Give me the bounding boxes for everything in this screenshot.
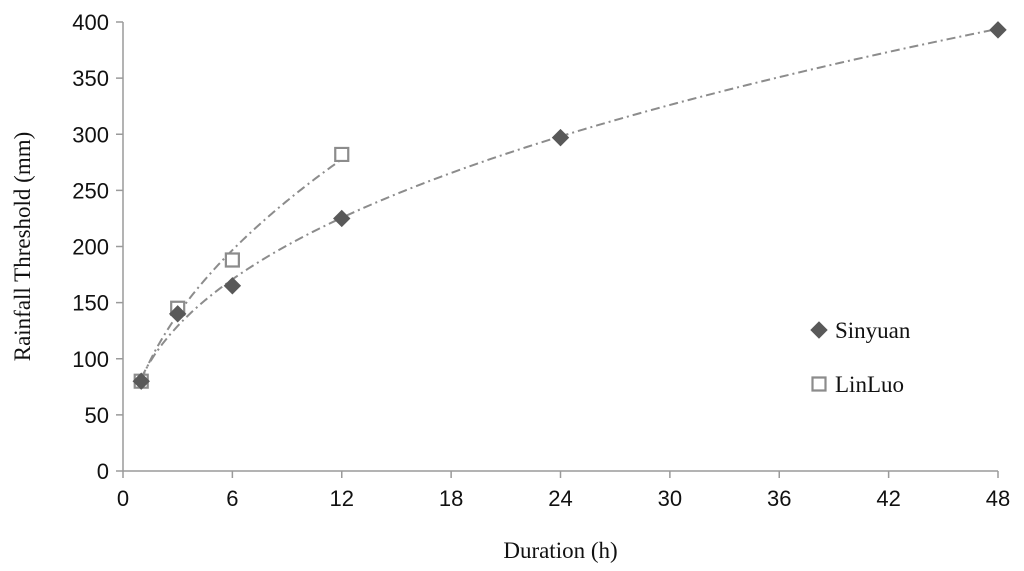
legend-item-linluo: LinLuo <box>811 372 904 397</box>
y-tick-label: 100 <box>72 347 109 372</box>
data-point-sinyuan <box>551 128 570 147</box>
trendline-sinyuan <box>140 27 999 379</box>
legend-marker-sinyuan <box>810 321 828 339</box>
data-point-sinyuan <box>989 21 1007 39</box>
legend-marker-linluo <box>811 376 827 392</box>
x-tick-label: 42 <box>876 486 900 511</box>
y-tick-label: 200 <box>72 235 109 260</box>
x-tick-label: 30 <box>658 486 682 511</box>
data-point-sinyuan <box>333 209 351 228</box>
y-tick-label: 250 <box>72 178 109 203</box>
axes <box>122 22 998 472</box>
legend-label-linluo: LinLuo <box>835 372 904 397</box>
trendline-linluo <box>140 158 343 381</box>
ticks: 0 50 100 150 200 250 300 350 400 0 6 12 18 24 30 36 42 48 <box>72 10 1010 511</box>
data-point-sinyuan <box>223 277 242 295</box>
x-axis-title: Duration (h) <box>503 538 617 563</box>
legend-label-sinyuan: Sinyuan <box>835 318 911 343</box>
y-tick-label: 350 <box>72 66 109 91</box>
y-tick-label: 150 <box>72 291 109 316</box>
x-tick-label: 6 <box>226 486 238 511</box>
data-point-linluo <box>334 146 350 163</box>
y-tick-label: 300 <box>72 122 109 147</box>
data-point-linluo <box>224 252 240 268</box>
y-tick-label: 50 <box>85 403 109 428</box>
y-tick-label: 400 <box>72 10 109 35</box>
legend: Sinyuan LinLuo <box>810 318 911 397</box>
data-point-sinyuan <box>132 372 150 390</box>
y-axis-title: Rainfall Threshold (mm) <box>10 132 35 362</box>
data-points <box>132 21 1007 390</box>
x-tick-label: 36 <box>767 486 791 511</box>
y-tick-label: 0 <box>97 459 109 484</box>
x-tick-label: 18 <box>439 486 463 511</box>
x-tick-label: 48 <box>986 486 1010 511</box>
data-point-sinyuan <box>168 305 187 323</box>
legend-item-sinyuan: Sinyuan <box>810 318 911 343</box>
x-tick-label: 12 <box>330 486 354 511</box>
x-tick-label: 24 <box>548 486 572 511</box>
x-tick-label: 0 <box>117 486 129 511</box>
